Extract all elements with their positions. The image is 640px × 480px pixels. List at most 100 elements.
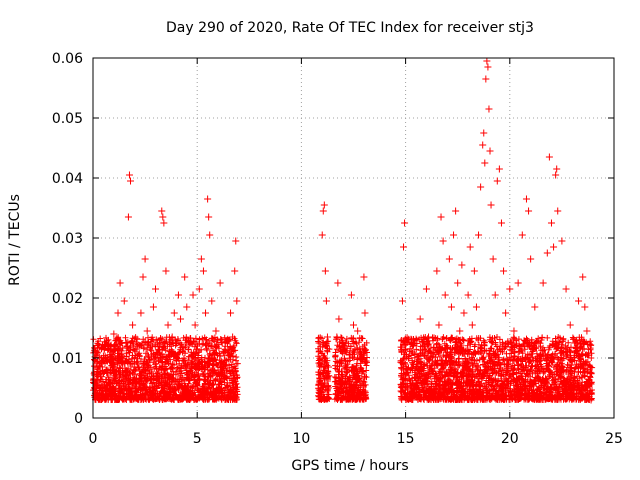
- x-tick-label: 0: [89, 431, 98, 447]
- data-point-marker: [183, 303, 191, 311]
- y-tick-label: 0.05: [52, 111, 83, 127]
- data-point-marker: [397, 381, 405, 389]
- data-point-marker: [506, 285, 514, 293]
- data-point-marker: [585, 351, 593, 359]
- data-point-marker: [127, 177, 135, 185]
- data-point-marker: [518, 231, 526, 239]
- data-point-marker: [547, 219, 555, 227]
- data-point-marker: [120, 297, 128, 305]
- data-point-marker: [475, 231, 483, 239]
- data-point-marker: [400, 243, 408, 251]
- data-point-marker: [195, 285, 203, 293]
- data-point-marker: [531, 390, 539, 398]
- data-point-marker: [347, 291, 355, 299]
- data-point-marker: [510, 387, 518, 395]
- data-point-marker: [95, 363, 103, 371]
- data-point-marker: [447, 303, 455, 311]
- data-point-marker: [137, 309, 145, 317]
- data-point-marker: [562, 285, 570, 293]
- data-point-marker: [114, 309, 122, 317]
- data-point-marker: [480, 129, 488, 137]
- data-point-marker: [481, 159, 489, 167]
- data-point-marker: [437, 213, 445, 221]
- data-point-marker: [554, 207, 562, 215]
- data-point-marker: [143, 327, 151, 335]
- data-point-marker: [579, 273, 587, 281]
- data-point-marker: [174, 291, 182, 299]
- data-point-marker: [104, 369, 112, 377]
- data-point-marker: [224, 348, 232, 356]
- data-point-marker: [402, 345, 410, 353]
- data-point-marker: [450, 231, 458, 239]
- data-point-marker: [356, 345, 364, 353]
- data-point-marker: [158, 207, 166, 215]
- data-point-marker: [485, 105, 493, 113]
- data-point-marker: [468, 390, 476, 398]
- data-point-marker: [337, 381, 345, 389]
- x-tick-label: 10: [292, 431, 310, 447]
- data-point-marker: [495, 165, 503, 173]
- data-point-marker: [487, 201, 495, 209]
- data-point-marker: [199, 267, 207, 275]
- data-point-marker: [214, 366, 222, 374]
- data-point-marker: [129, 321, 137, 329]
- data-point-marker: [110, 330, 118, 338]
- data-point-marker: [443, 345, 451, 353]
- data-point-marker: [166, 360, 174, 368]
- data-point-marker: [545, 153, 553, 161]
- data-point-marker: [141, 387, 149, 395]
- data-point-marker: [131, 363, 139, 371]
- data-point-marker: [362, 357, 370, 365]
- data-point-marker: [139, 273, 147, 281]
- data-point-marker: [321, 267, 329, 275]
- data-point-marker: [587, 369, 595, 377]
- data-point-marker: [497, 219, 505, 227]
- data-point-marker: [156, 375, 164, 383]
- data-point-marker: [412, 363, 420, 371]
- data-point-marker: [232, 237, 240, 245]
- data-point-marker: [149, 303, 157, 311]
- data-point-marker: [216, 279, 224, 287]
- data-point-marker: [522, 195, 530, 203]
- data-point-marker: [350, 321, 357, 329]
- data-point-marker: [427, 393, 435, 401]
- data-point-marker: [531, 303, 539, 311]
- data-point-marker: [177, 315, 185, 323]
- data-point-marker: [570, 339, 578, 347]
- data-point-marker: [339, 339, 347, 347]
- data-point-marker: [552, 393, 560, 401]
- data-point-marker: [323, 333, 331, 341]
- data-point-marker: [343, 387, 351, 395]
- data-point-marker: [99, 357, 107, 365]
- data-point-marker: [159, 213, 167, 221]
- data-point-marker: [445, 255, 453, 263]
- data-point-marker: [218, 339, 226, 347]
- data-point-marker: [336, 357, 344, 365]
- data-point-marker: [460, 309, 468, 317]
- data-point-marker: [486, 147, 494, 155]
- data-point-marker: [197, 255, 205, 263]
- data-point-marker: [398, 297, 406, 305]
- data-point-marker: [315, 339, 323, 347]
- data-point-marker: [406, 390, 414, 398]
- data-point-marker: [333, 333, 341, 341]
- data-point-marker: [462, 357, 470, 365]
- data-point-marker: [205, 213, 213, 221]
- data-point-marker: [489, 393, 497, 401]
- data-point-marker: [502, 309, 510, 317]
- data-point-marker: [435, 321, 443, 329]
- data-point-marker: [154, 339, 162, 347]
- data-point-marker: [90, 375, 98, 383]
- x-axis-label: GPS time / hours: [291, 458, 408, 474]
- data-point-marker: [493, 177, 501, 185]
- data-point-marker: [352, 375, 360, 383]
- data-point-marker: [164, 321, 172, 329]
- data-point-marker: [572, 390, 580, 398]
- y-tick-label: 0.01: [52, 351, 83, 367]
- data-point-marker: [477, 183, 485, 191]
- data-point-marker: [447, 387, 455, 395]
- y-axis-ticks: 0 0.01 0.02 0.03 0.04 0.05 0.06: [52, 51, 614, 427]
- data-point-marker: [168, 333, 176, 341]
- data-point-marker: [220, 375, 228, 383]
- data-point-marker: [358, 369, 366, 377]
